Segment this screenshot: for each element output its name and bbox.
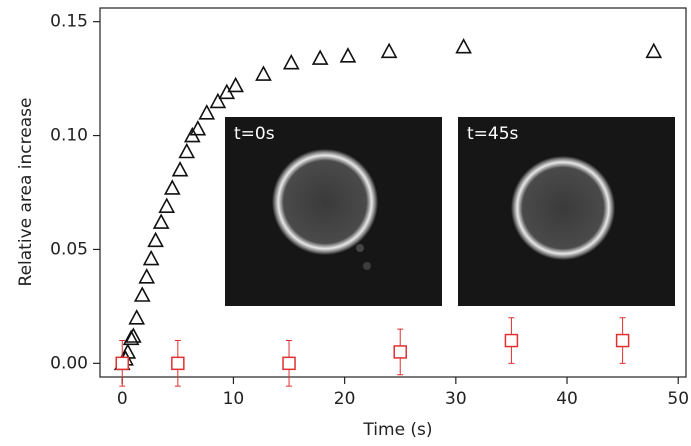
marker-triangle [455, 38, 472, 54]
marker-triangle [189, 120, 207, 136]
inset-label: t=45s [467, 124, 519, 144]
inset-label: t=0s [234, 124, 275, 144]
x-axis-label: Time (s) [362, 420, 432, 440]
plot-frame [99, 7, 687, 378]
marker-square [615, 333, 630, 348]
marker-triangle [198, 104, 216, 120]
y-tick-label: 0.00 [50, 353, 88, 373]
vesicle [272, 149, 378, 255]
marker-triangle [122, 329, 140, 346]
y-tick-label: 0.15 [50, 12, 88, 32]
marker-triangle [163, 179, 181, 195]
marker-triangle [380, 42, 398, 59]
speck [363, 262, 371, 270]
x-tick-label: 10 [223, 389, 245, 409]
marker-triangle [125, 327, 142, 343]
marker-triangle [311, 49, 329, 65]
marker-triangle [171, 161, 189, 177]
y-tick-label: 0.05 [50, 239, 88, 259]
x-tick-label: 50 [667, 389, 689, 409]
marker-triangle [158, 197, 176, 213]
marker-square [115, 356, 129, 371]
marker-triangle [339, 47, 357, 63]
marker-square [171, 356, 185, 371]
x-tick-label: 30 [445, 389, 467, 409]
marker-square [282, 356, 296, 371]
marker-triangle [209, 92, 227, 109]
inset-images: t=0s t=45s [225, 117, 675, 306]
marker-triangle [255, 65, 272, 81]
x-tick-label: 20 [334, 389, 356, 409]
speck [356, 244, 364, 252]
marker-triangle [142, 249, 160, 266]
marker-triangle [133, 286, 151, 302]
marker-triangle [147, 231, 164, 248]
marker-triangle [152, 213, 170, 229]
x-tick-label: 0 [117, 389, 128, 409]
y-tick-label: 0.10 [50, 126, 88, 146]
x-tick-label: 40 [556, 389, 578, 409]
marker-triangle [645, 42, 663, 59]
marker-triangle [282, 53, 300, 70]
marker-triangle [138, 268, 156, 284]
marker-square [504, 333, 519, 348]
y-axis-label: Relative area increase [16, 98, 36, 287]
marker-square [393, 345, 407, 359]
marker-triangle [128, 309, 146, 325]
marker-triangle [227, 76, 244, 93]
marker-triangle [178, 142, 196, 159]
vesicle [511, 156, 615, 260]
